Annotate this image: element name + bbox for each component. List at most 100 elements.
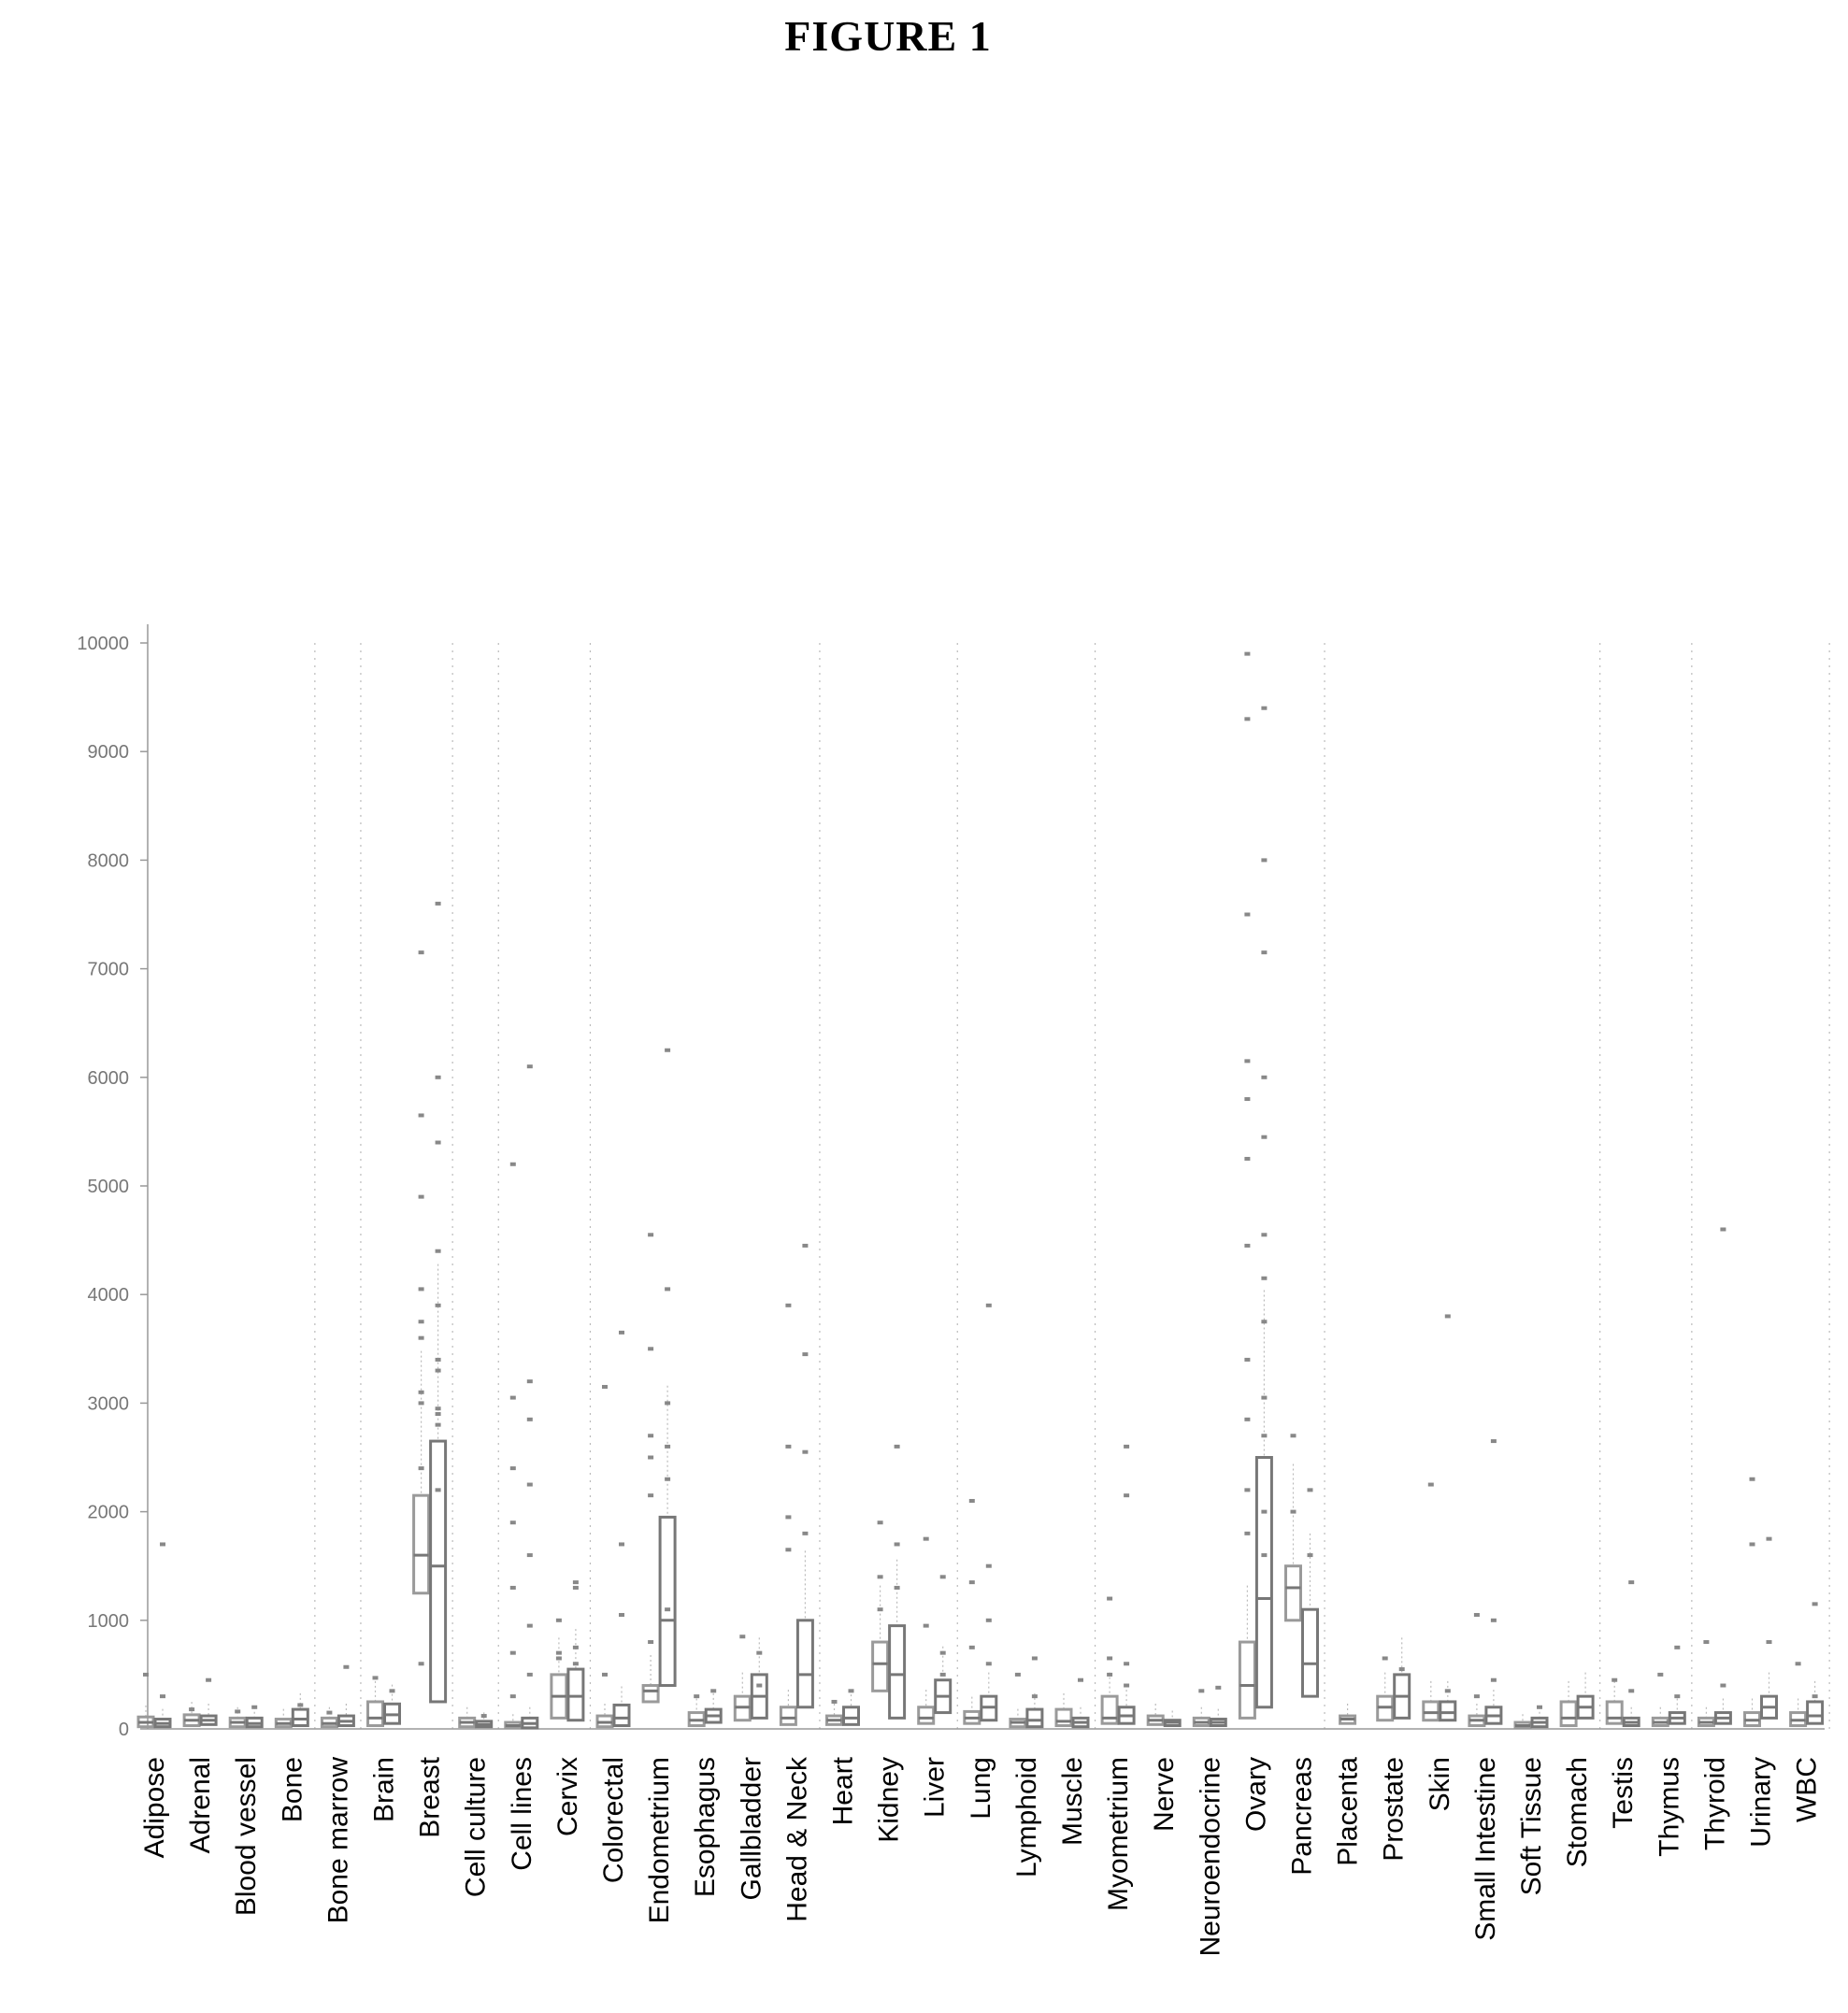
outlier-point: [1720, 1227, 1726, 1232]
category-label: Prostate: [1379, 1757, 1410, 1862]
outlier-point: [1261, 1276, 1268, 1280]
outlier-point: [665, 1477, 671, 1481]
outlier-point: [1124, 1444, 1130, 1449]
box: [566, 1667, 585, 1722]
outlier-point: [435, 1357, 441, 1362]
outlier-point: [1398, 1667, 1405, 1672]
outlier-point: [877, 1575, 883, 1579]
outlier-point: [1124, 1662, 1130, 1666]
outlier-point: [1307, 1553, 1313, 1558]
category-label: Breast: [415, 1756, 446, 1837]
outlier-point: [143, 1672, 149, 1677]
outlier-point: [526, 1417, 533, 1421]
box: [641, 1684, 660, 1704]
outlier-point: [1261, 1135, 1268, 1139]
outlier-point: [1427, 1482, 1434, 1487]
outlier-point: [1537, 1705, 1542, 1709]
box: [429, 1439, 448, 1704]
outlier-point: [418, 1466, 424, 1471]
outlier-point: [802, 1243, 809, 1248]
outlier-point: [435, 1303, 441, 1307]
outlier-point: [1244, 1417, 1251, 1421]
category-label: Myometrium: [1103, 1757, 1134, 1911]
outlier-series: [143, 651, 1818, 1719]
outlier-point: [160, 1694, 165, 1699]
outlier-point: [418, 1113, 424, 1118]
category-label: Small Intestine: [1470, 1757, 1501, 1941]
outlier-point: [435, 1406, 441, 1411]
outlier-point: [435, 1368, 441, 1373]
outlier-point: [297, 1703, 304, 1707]
outlier-point: [1720, 1683, 1726, 1688]
outlier-point: [1244, 1156, 1251, 1161]
outlier-point: [665, 1444, 671, 1449]
outlier-point: [1766, 1536, 1772, 1541]
outlier-point: [418, 1287, 424, 1292]
outlier-point: [968, 1498, 975, 1503]
box: [1254, 1456, 1273, 1709]
outlier-point: [1261, 1509, 1268, 1514]
outlier-point: [1244, 1059, 1251, 1064]
outlier-point: [1473, 1694, 1480, 1699]
y-tick-label: 9000: [88, 742, 130, 763]
category-label: Esophagus: [690, 1757, 721, 1897]
outlier-point: [985, 1618, 992, 1622]
outlier-point: [665, 1287, 671, 1292]
outlier-point: [509, 1650, 516, 1655]
category-label: Ovary: [1240, 1757, 1271, 1832]
outlier-point: [418, 1194, 424, 1199]
outlier-point: [1444, 1689, 1451, 1693]
y-tick-label: 4000: [88, 1285, 130, 1306]
outlier-point: [939, 1650, 946, 1655]
box: [779, 1706, 797, 1726]
outlier-point: [1031, 1656, 1038, 1661]
group-separators: [314, 643, 1830, 1729]
category-label: Liver: [920, 1757, 951, 1818]
outlier-point: [1628, 1580, 1635, 1585]
outlier-point: [1382, 1656, 1388, 1661]
outlier-point: [1490, 1618, 1497, 1622]
category-label: Blood vessel: [231, 1757, 262, 1916]
outlier-point: [1261, 950, 1268, 955]
box: [412, 1493, 431, 1595]
outlier-point: [939, 1575, 946, 1579]
outlier-point: [555, 1618, 562, 1622]
outlier-point: [1107, 1596, 1113, 1601]
outlier-point: [923, 1536, 929, 1541]
category-label: Thymus: [1654, 1757, 1684, 1857]
outlier-point: [877, 1607, 883, 1612]
outlier-point: [1261, 1075, 1268, 1079]
outlier-point: [985, 1662, 992, 1666]
outlier-point: [435, 901, 441, 906]
box: [658, 1515, 677, 1688]
outlier-point: [1749, 1477, 1755, 1481]
box: [1559, 1700, 1578, 1728]
y-tick-label: 6000: [88, 1068, 130, 1089]
category-label: Stomach: [1562, 1757, 1593, 1867]
box: [1238, 1640, 1256, 1720]
outlier-point: [1261, 706, 1268, 710]
category-label: Gallbladder: [736, 1757, 766, 1900]
y-tick-label: 1000: [88, 1611, 130, 1632]
box: [291, 1707, 309, 1728]
outlier-point: [602, 1672, 608, 1677]
outlier-point: [509, 1694, 516, 1699]
category-label: Head & Neck: [781, 1756, 812, 1922]
y-axis: 0 1000 2000 3000 4000 5000 6000 7000 8000 9000 100…: [77, 624, 149, 1740]
box: [1422, 1700, 1440, 1722]
outlier-point: [509, 1585, 516, 1590]
box: [917, 1706, 936, 1725]
category-label: Cell culture: [461, 1757, 492, 1897]
box: [1100, 1694, 1119, 1725]
outlier-point: [1261, 1553, 1268, 1558]
category-label: Skin: [1425, 1757, 1455, 1811]
outlier-point: [1261, 858, 1268, 863]
outlier-point: [785, 1548, 792, 1552]
outlier-point: [665, 1607, 671, 1612]
outlier-point: [1124, 1683, 1130, 1688]
category-label: Endometrium: [644, 1757, 675, 1923]
outlier-point: [831, 1699, 838, 1704]
outlier-point: [526, 1553, 533, 1558]
outlier-point: [1290, 1509, 1296, 1514]
